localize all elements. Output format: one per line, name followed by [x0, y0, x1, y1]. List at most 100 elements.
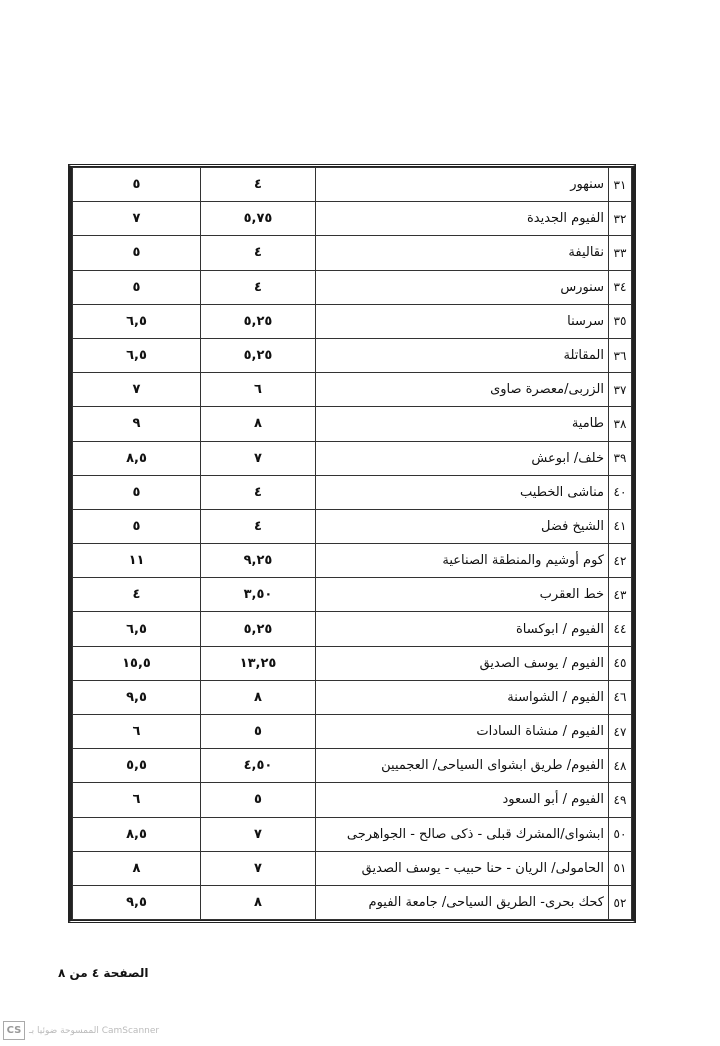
- value-1: ٥: [200, 782, 316, 818]
- fare-table: ٣١ سنهور ٤ ٥ ٣٢ الفيوم الجديدة ٥,٧٥ ٧ ٣٣ نقاليفة ٤…: [68, 164, 636, 924]
- value-2: ٩,٥: [72, 884, 201, 921]
- fare-table-body: ٣١ سنهور ٤ ٥ ٣٢ الفيوم الجديدة ٥,٧٥ ٧ ٣٣ نقاليفة ٤…: [72, 166, 632, 921]
- value-1: ٥,٧٥: [200, 201, 316, 237]
- value-1: ٥,٢٥: [200, 303, 316, 339]
- table-row: ٥٠ ابشواى/المشرك قبلى - ذكى صالح - الجواه…: [72, 816, 632, 852]
- value-1: ١٣,٢٥: [200, 645, 316, 681]
- route-name: خط العقرب: [315, 577, 609, 613]
- value-1: ٤: [200, 508, 316, 545]
- row-number: ٤١: [608, 508, 632, 545]
- value-1: ٤: [200, 235, 316, 271]
- route-name: كحك بحرى- الطريق السياحى/ جامعة الفيوم: [315, 884, 609, 921]
- table-row: ٣٦ المقاتلة ٥,٢٥ ٦,٥: [72, 337, 632, 374]
- table-row: ٥٢ كحك بحرى- الطريق السياحى/ جامعة الفيوم…: [72, 884, 632, 921]
- table-row: ٣٧ الزربى/معصرة صاوى ٦ ٧: [72, 372, 632, 408]
- row-number: ٤٥: [608, 645, 632, 681]
- route-name: كوم أوشيم والمنطقة الصناعية: [315, 543, 609, 579]
- row-number: ٤٨: [608, 748, 632, 784]
- camscanner-watermark: CS الممسوحة ضوئيا بـ CamScanner: [3, 1021, 159, 1040]
- camscanner-logo-icon: CS: [3, 1021, 25, 1040]
- value-2: ٥: [72, 508, 201, 545]
- value-2: ٩,٥: [72, 679, 201, 716]
- value-2: ٥,٥: [72, 748, 201, 784]
- row-number: ٤٩: [608, 782, 632, 818]
- value-2: ٨,٥: [72, 816, 201, 852]
- table-row: ٣١ سنهور ٤ ٥: [72, 166, 632, 203]
- value-2: ٩: [72, 406, 201, 442]
- value-2: ٦,٥: [72, 611, 201, 647]
- row-number: ٣٦: [608, 337, 632, 374]
- route-name: سنهور: [315, 166, 609, 203]
- row-number: ٣٩: [608, 440, 632, 476]
- route-name: الفيوم / منشاة السادات: [315, 713, 609, 750]
- value-1: ٥: [200, 713, 316, 750]
- value-1: ٤: [200, 269, 316, 305]
- value-2: ٧: [72, 201, 201, 237]
- table-row: ٤١ الشيخ فضل ٤ ٥: [72, 508, 632, 545]
- row-number: ٤٧: [608, 713, 632, 750]
- row-number: ٥٢: [608, 884, 632, 921]
- route-name: سنورس: [315, 269, 609, 305]
- row-number: ٣٧: [608, 372, 632, 408]
- table-row: ٣٥ سرسنا ٥,٢٥ ٦,٥: [72, 303, 632, 339]
- value-1: ٨: [200, 884, 316, 921]
- table-row: ٤٢ كوم أوشيم والمنطقة الصناعية ٩,٢٥ ١١: [72, 543, 632, 579]
- row-number: ٤٦: [608, 679, 632, 716]
- table-row: ٣٣ نقاليفة ٤ ٥: [72, 235, 632, 271]
- route-name: سرسنا: [315, 303, 609, 339]
- value-1: ٨: [200, 406, 316, 442]
- table-row: ٤٥ الفيوم / يوسف الصديق ١٣,٢٥ ١٥,٥: [72, 645, 632, 681]
- route-name: مناشى الخطيب: [315, 474, 609, 510]
- value-1: ٣,٥٠: [200, 577, 316, 613]
- value-1: ٩,٢٥: [200, 543, 316, 579]
- watermark-text: الممسوحة ضوئيا بـ CamScanner: [29, 1025, 160, 1036]
- table-row: ٣٢ الفيوم الجديدة ٥,٧٥ ٧: [72, 201, 632, 237]
- value-1: ٦: [200, 372, 316, 408]
- route-name: الشيخ فضل: [315, 508, 609, 545]
- route-name: الفيوم / أبو السعود: [315, 782, 609, 818]
- value-1: ٤,٥٠: [200, 748, 316, 784]
- value-1: ٨: [200, 679, 316, 716]
- row-number: ٣٢: [608, 201, 632, 237]
- value-1: ٧: [200, 816, 316, 852]
- row-number: ٣٤: [608, 269, 632, 305]
- table-row: ٣٩ خلف/ ابوعش ٧ ٨,٥: [72, 440, 632, 476]
- route-name: طامية: [315, 406, 609, 442]
- table-row: ٣٨ طامية ٨ ٩: [72, 406, 632, 442]
- table-row: ٤٨ الفيوم/ طريق ابشواى السياحى/ العجميين ٤…: [72, 748, 632, 784]
- route-name: الفيوم / يوسف الصديق: [315, 645, 609, 681]
- route-name: خلف/ ابوعش: [315, 440, 609, 476]
- table-row: ٤٣ خط العقرب ٣,٥٠ ٤: [72, 577, 632, 613]
- value-2: ٦,٥: [72, 337, 201, 374]
- route-name: ابشواى/المشرك قبلى - ذكى صالح - الجواهرج…: [315, 816, 609, 852]
- value-1: ٧: [200, 440, 316, 476]
- value-2: ٥: [72, 474, 201, 510]
- route-name: الفيوم / الشواسنة: [315, 679, 609, 716]
- table-row: ٣٤ سنورس ٤ ٥: [72, 269, 632, 305]
- value-2: ٨: [72, 850, 201, 886]
- row-number: ٣١: [608, 166, 632, 203]
- value-2: ١٥,٥: [72, 645, 201, 681]
- value-2: ٥: [72, 235, 201, 271]
- value-2: ٧: [72, 372, 201, 408]
- row-number: ٣٥: [608, 303, 632, 339]
- table-row: ٤٧ الفيوم / منشاة السادات ٥ ٦: [72, 713, 632, 750]
- route-name: الحامولى/ الريان - حنا حبيب - يوسف الصدي…: [315, 850, 609, 886]
- table-row: ٤٦ الفيوم / الشواسنة ٨ ٩,٥: [72, 679, 632, 716]
- route-name: نقاليفة: [315, 235, 609, 271]
- value-1: ٤: [200, 474, 316, 510]
- value-2: ٦: [72, 713, 201, 750]
- value-1: ٥,٢٥: [200, 337, 316, 374]
- table-row: ٤٠ مناشى الخطيب ٤ ٥: [72, 474, 632, 510]
- row-number: ٤٢: [608, 543, 632, 579]
- route-name: الفيوم/ طريق ابشواى السياحى/ العجميين: [315, 748, 609, 784]
- route-name: الفيوم الجديدة: [315, 201, 609, 237]
- value-1: ٥,٢٥: [200, 611, 316, 647]
- value-2: ٤: [72, 577, 201, 613]
- value-2: ٥: [72, 166, 201, 203]
- row-number: ٥١: [608, 850, 632, 886]
- route-name: الفيوم / ابوكساة: [315, 611, 609, 647]
- table-row: ٥١ الحامولى/ الريان - حنا حبيب - يوسف الص…: [72, 850, 632, 886]
- value-2: ٥: [72, 269, 201, 305]
- table-row: ٤٩ الفيوم / أبو السعود ٥ ٦: [72, 782, 632, 818]
